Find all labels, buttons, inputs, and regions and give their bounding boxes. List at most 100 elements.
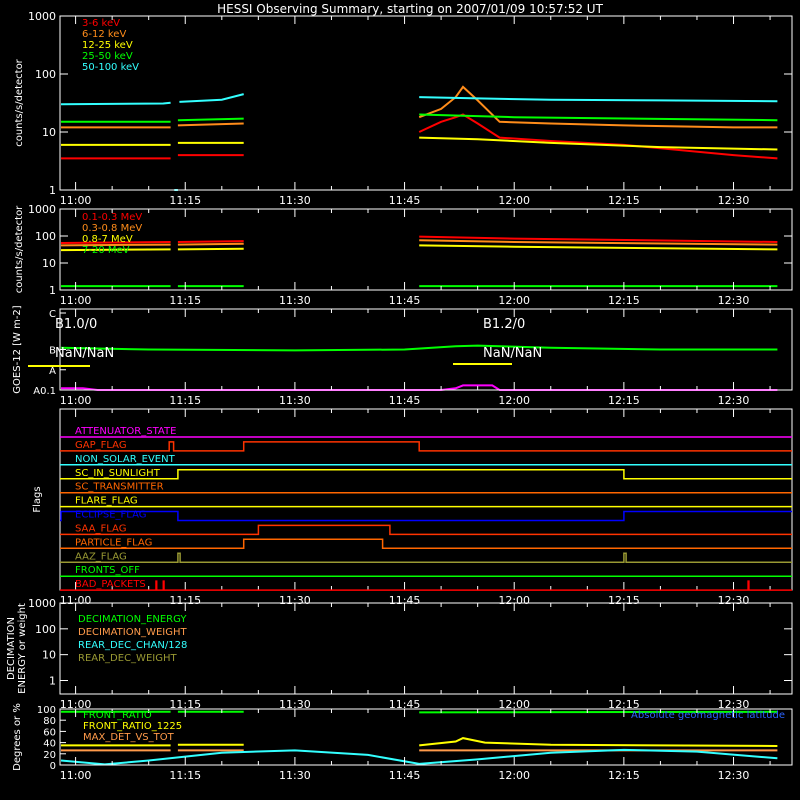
time-tick-label: 12:30 — [718, 194, 750, 207]
legend-entry: DECIMATION_ENERGY — [78, 614, 187, 625]
legend-entry: 0.3-0.8 MeV — [82, 223, 142, 234]
goes-annotation: NaN/NaN — [55, 346, 114, 361]
time-tick-label: 11:30 — [279, 194, 311, 207]
time-tick-label: 12:00 — [498, 294, 530, 307]
flag-line — [60, 580, 792, 591]
time-tick-label: 11:30 — [279, 294, 311, 307]
y-tick-label: 10 — [42, 126, 56, 139]
legend-entry: MAX_DET_VS_TOT — [83, 732, 175, 743]
time-tick-label: 11:30 — [279, 769, 311, 782]
legend-entry: 3-6 keV — [82, 18, 120, 29]
series-line — [419, 113, 778, 122]
flag-line — [60, 441, 792, 452]
panel-frame — [59, 208, 793, 291]
panel-frame — [59, 708, 793, 766]
flag-label: NON_SOLAR_EVENT — [75, 454, 176, 465]
time-tick-label: 12:30 — [718, 769, 750, 782]
series-line — [419, 239, 778, 246]
time-tick-label: 11:00 — [60, 394, 92, 407]
time-tick-label: 12:30 — [718, 594, 750, 607]
time-tick-label: 11:00 — [60, 698, 92, 711]
flag-label: SC_IN_SUNLIGHT — [75, 468, 161, 479]
time-tick-label: 12:15 — [608, 394, 640, 407]
y-tick-label: 1000 — [28, 597, 56, 610]
time-tick-label: 11:15 — [169, 294, 201, 307]
series-line — [419, 96, 778, 103]
y-axis-label: counts/s/detector — [14, 205, 25, 293]
time-tick-label: 11:45 — [389, 769, 421, 782]
series-line — [60, 243, 171, 247]
series-line — [177, 240, 244, 243]
time-tick-label: 12:30 — [718, 294, 750, 307]
legend-entry: 25-50 keV — [82, 51, 133, 62]
time-tick-label: 11:15 — [169, 194, 201, 207]
y-axis-label: Flags — [32, 486, 43, 512]
time-tick-label: 11:15 — [169, 769, 201, 782]
series-line — [61, 384, 778, 391]
time-tick-label: 11:30 — [279, 394, 311, 407]
time-tick-label: 11:15 — [169, 594, 201, 607]
panel-gamma: 11:00 11:15 11:30 11:45 12:00 12:15 12:30 1 10 10… — [14, 203, 793, 307]
panel-goes: 11:00 11:15 11:30 11:45 12:00 12:15 12:30 A0.1 A… — [12, 305, 793, 407]
time-tick-label: 11:00 — [60, 594, 92, 607]
series-line — [179, 93, 244, 103]
y-tick-label: 60 — [43, 727, 56, 738]
flag-line — [60, 510, 792, 522]
series-line — [60, 241, 171, 244]
y-axis-label: GOES-12 [W m-2] — [12, 305, 23, 393]
y-tick-label: 100 — [35, 623, 56, 636]
y-tick-label: 1 — [49, 184, 56, 197]
y-tick-label: A0.1 — [33, 386, 56, 397]
y-tick-label: 1 — [49, 284, 56, 297]
time-tick-label: 11:45 — [389, 194, 421, 207]
legend-entry: FRONT_RATIO — [83, 710, 152, 721]
panel-ratio: 11:00 11:15 11:30 11:45 12:00 12:15 12:30 02040… — [12, 703, 793, 782]
time-tick-label: 11:15 — [169, 394, 201, 407]
time-tick-label: 12:15 — [608, 698, 640, 711]
time-tick-label: 11:15 — [169, 698, 201, 711]
time-tick-label: 12:00 — [498, 594, 530, 607]
series-line — [419, 235, 778, 243]
y-axis-label: DECIMATION — [6, 617, 17, 680]
legend-entry: FRONT_RATIO_1225 — [83, 721, 182, 732]
y-tick-label: 80 — [43, 716, 56, 727]
time-tick-label: 11:45 — [389, 294, 421, 307]
time-tick-label: 12:30 — [718, 394, 750, 407]
series-line — [177, 122, 244, 127]
time-tick-label: 12:00 — [498, 698, 530, 711]
goes-annotation: NaN/NaN — [483, 346, 542, 361]
time-tick-label: 12:00 — [498, 769, 530, 782]
y-tick-label: 100 — [35, 230, 56, 243]
time-tick-label: 12:00 — [498, 394, 530, 407]
y-tick-label: A — [49, 366, 56, 377]
flag-label: BAD_PACKETS — [75, 579, 146, 590]
time-tick-label: 11:00 — [60, 294, 92, 307]
y-tick-label: B — [49, 346, 56, 357]
y-tick-label: 40 — [43, 739, 56, 750]
series-line — [177, 247, 244, 251]
goes-annotation: B1.0/0 — [55, 317, 97, 332]
series-line — [177, 117, 244, 122]
goes-annotation: B1.2/0 — [483, 317, 525, 332]
legend-entry: REAR_DEC_WEIGHT — [78, 653, 177, 664]
plot-title: HESSI Observing Summary, starting on 200… — [217, 2, 603, 16]
flag-line — [60, 524, 792, 536]
time-tick-label: 12:15 — [608, 294, 640, 307]
panel-frame — [59, 602, 793, 695]
legend-entry: 6-12 keV — [82, 29, 126, 40]
series-line — [419, 737, 778, 747]
legend-entry: REAR_DEC_CHAN/128 — [78, 640, 187, 651]
legend-entry: DECIMATION_WEIGHT — [78, 627, 187, 638]
y-tick-label: 10 — [42, 649, 56, 662]
series-line — [60, 344, 778, 352]
legend-entry: 12-25 keV — [82, 40, 133, 51]
y-tick-label: C — [49, 309, 56, 320]
flag-line — [60, 552, 792, 564]
series-line — [60, 248, 171, 252]
flag-label: ECLIPSE_FLAG — [75, 510, 146, 521]
series-line — [418, 85, 778, 129]
flag-label: SAA_FLAG — [75, 523, 126, 534]
y-tick-label: 100 — [37, 705, 56, 716]
time-tick-label: 11:45 — [389, 594, 421, 607]
